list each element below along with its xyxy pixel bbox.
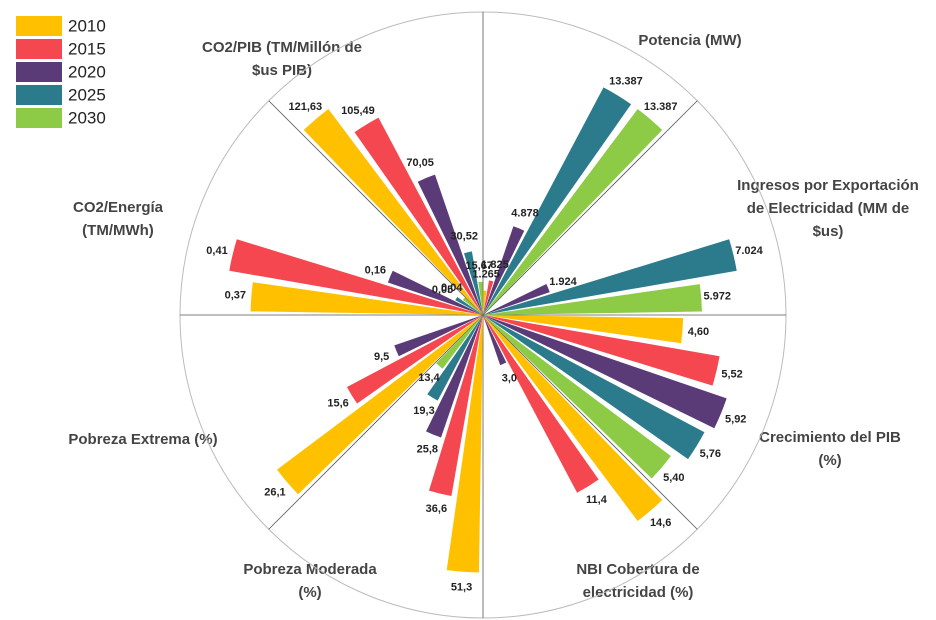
value-label: 4.878 — [511, 207, 539, 219]
sector-divider — [482, 100, 698, 316]
bar — [277, 315, 483, 495]
category-label: Pobreza Extrema (%) — [68, 431, 217, 448]
legend-swatch — [16, 16, 62, 36]
category-label: CO2/PIB (TM/Millón de — [202, 39, 362, 56]
value-label: 105,49 — [341, 105, 375, 117]
legend-label: 2010 — [68, 16, 106, 35]
value-label: 9,5 — [374, 351, 389, 363]
category-label: (%) — [298, 584, 321, 601]
bar — [483, 109, 663, 315]
bar — [483, 290, 487, 315]
category-label: Ingresos por Exportación — [737, 177, 919, 194]
legend-label: 2030 — [68, 108, 106, 127]
value-label: 70,05 — [406, 157, 434, 169]
value-label: 1.265 — [472, 269, 500, 281]
bar — [478, 281, 483, 315]
value-label: 26,1 — [264, 487, 285, 499]
category-label: de Electricidad (MM de — [747, 200, 910, 217]
legend-label: 2015 — [68, 39, 106, 58]
value-label: 11,4 — [586, 494, 608, 506]
bar — [417, 174, 483, 315]
value-label: 15,67 — [465, 260, 493, 272]
category-label: electricidad (%) — [583, 584, 694, 601]
value-label: 5,40 — [663, 472, 684, 484]
value-label: 0,16 — [365, 264, 386, 276]
value-label: 3,0 — [502, 373, 517, 385]
value-label: 0,05 — [432, 284, 453, 296]
value-label: 30,52 — [450, 231, 478, 243]
sector-divider — [268, 100, 484, 316]
bar — [250, 282, 483, 315]
legend-swatch — [16, 62, 62, 82]
value-label: 13.387 — [644, 101, 678, 113]
bar — [436, 315, 483, 369]
bar — [483, 315, 720, 386]
bar — [483, 280, 494, 315]
legend-label: 2020 — [68, 62, 106, 81]
category-label: (TM/MWh) — [82, 222, 154, 239]
bar — [462, 297, 483, 315]
bar — [483, 226, 525, 315]
value-label: 121,63 — [289, 101, 323, 113]
bar — [483, 315, 705, 460]
legend-swatch — [16, 85, 62, 105]
bar — [483, 283, 550, 315]
bar — [483, 315, 727, 429]
value-label: 5,92 — [725, 414, 746, 426]
bar — [483, 284, 702, 315]
value-label: 15,6 — [327, 398, 348, 410]
legend-swatch — [16, 39, 62, 59]
bar — [483, 315, 599, 493]
value-label: 13,4 — [418, 372, 440, 384]
category-label: Potencia (MW) — [638, 32, 741, 49]
value-label: 0,04 — [441, 282, 463, 294]
value-label: 19,3 — [413, 405, 434, 417]
value-label: 7.024 — [735, 245, 763, 257]
bar — [483, 315, 507, 366]
legend-label: 2025 — [68, 85, 106, 104]
bar — [346, 315, 483, 404]
value-label: 5,76 — [700, 448, 721, 460]
value-label: 25,8 — [417, 443, 438, 455]
value-label: 36,6 — [426, 503, 447, 515]
bar — [427, 315, 483, 401]
category-label: (%) — [818, 452, 841, 469]
sector-divider — [482, 314, 698, 530]
bar — [455, 296, 483, 315]
bar — [303, 109, 483, 315]
category-label: $us PIB) — [252, 62, 312, 79]
value-label: 0,41 — [206, 245, 227, 257]
value-label: 5.972 — [703, 290, 731, 302]
bar — [446, 315, 483, 573]
category-label: $us) — [813, 223, 844, 240]
legend-swatch — [16, 108, 62, 128]
category-label: NBI Cobertura de — [576, 561, 699, 578]
bar — [483, 239, 737, 315]
value-label: 51,3 — [451, 582, 472, 594]
value-label: 1.924 — [549, 276, 577, 288]
bar — [229, 239, 483, 315]
bar — [394, 315, 483, 357]
value-label: 1.825 — [481, 259, 509, 271]
sector-divider — [268, 314, 484, 530]
value-label: 13.387 — [609, 76, 643, 88]
bar — [354, 117, 483, 315]
bar — [426, 315, 483, 438]
value-label: 0,37 — [225, 289, 246, 301]
value-label: 5,52 — [721, 369, 742, 381]
bar — [483, 315, 663, 521]
category-label: Pobreza Moderada — [243, 561, 377, 578]
bar — [483, 315, 671, 479]
value-label: 14,6 — [650, 517, 671, 529]
bar — [483, 315, 684, 344]
bar — [463, 251, 483, 315]
bar — [428, 315, 483, 497]
bar — [483, 87, 632, 315]
bar — [387, 270, 483, 315]
category-labels: Potencia (MW) Ingresos por Exportación de … — [68, 32, 918, 601]
category-label: Crecimiento del PIB — [759, 429, 901, 446]
category-label: CO2/Energía — [73, 199, 164, 216]
value-label: 4,60 — [688, 326, 709, 338]
